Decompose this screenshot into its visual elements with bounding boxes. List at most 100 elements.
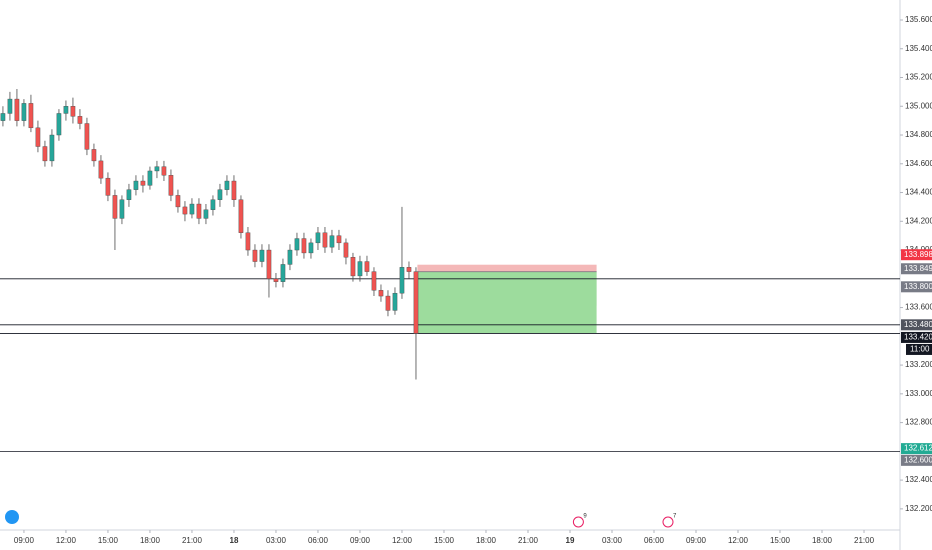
price-tag-label: 133.800 bbox=[904, 282, 932, 291]
x-tick-label: 15:00 bbox=[434, 536, 455, 545]
candle-body bbox=[21, 103, 27, 121]
y-tick-label: 133.600 bbox=[905, 303, 932, 312]
event-marker[interactable] bbox=[662, 516, 674, 528]
candle-body bbox=[49, 134, 55, 162]
candle-body bbox=[0, 113, 6, 121]
candle-body bbox=[70, 106, 76, 117]
y-tick-label: 134.400 bbox=[905, 188, 932, 197]
candle-body bbox=[105, 177, 111, 196]
candle-body bbox=[259, 249, 265, 262]
candle-body bbox=[224, 180, 230, 190]
x-tick-label: 09:00 bbox=[686, 536, 707, 545]
x-tick-label: 18:00 bbox=[812, 536, 833, 545]
event-marker[interactable] bbox=[572, 516, 584, 528]
price-tag-label: 133.480 bbox=[904, 320, 932, 329]
x-tick-label: 21:00 bbox=[518, 536, 539, 545]
candle-body bbox=[77, 116, 83, 124]
candle-body bbox=[175, 195, 181, 208]
candle-body bbox=[336, 235, 342, 244]
candle-body bbox=[210, 199, 216, 210]
candle-body bbox=[273, 278, 279, 282]
open-pnl-zone bbox=[417, 271, 597, 334]
candle-body bbox=[364, 261, 370, 272]
candle-body bbox=[287, 249, 293, 265]
candle-body bbox=[280, 264, 286, 282]
x-tick-label: 12:00 bbox=[392, 536, 413, 545]
candle-body bbox=[322, 232, 328, 248]
candle-body bbox=[147, 170, 153, 186]
y-tick-label: 133.200 bbox=[905, 360, 932, 369]
candle-body bbox=[301, 238, 307, 254]
price-tag-label: 132.612 bbox=[904, 444, 932, 453]
candle-body bbox=[84, 123, 90, 150]
candle-body bbox=[350, 257, 356, 277]
candle-body bbox=[392, 292, 398, 311]
candle-body bbox=[245, 232, 251, 251]
y-tick-label: 133.000 bbox=[905, 389, 932, 398]
candle-body bbox=[196, 203, 202, 219]
x-tick-label: 19 bbox=[566, 536, 575, 545]
y-tick-label: 134.200 bbox=[905, 216, 932, 225]
price-tag bbox=[901, 331, 932, 343]
candle-body bbox=[119, 199, 125, 219]
countdown-label: 11:00 bbox=[910, 345, 930, 354]
candle-body bbox=[413, 271, 419, 334]
candle-body bbox=[329, 235, 335, 248]
candle-body bbox=[14, 98, 20, 121]
price-tag bbox=[901, 443, 932, 455]
candle-body bbox=[308, 242, 314, 254]
candle-body bbox=[168, 175, 174, 196]
x-tick-label: 18 bbox=[230, 536, 239, 545]
logo bbox=[5, 510, 19, 524]
candle-body bbox=[385, 295, 391, 311]
price-tag bbox=[901, 263, 932, 275]
price-tag-label: 132.600 bbox=[904, 455, 932, 464]
candle-body bbox=[399, 267, 405, 294]
candle-body bbox=[154, 166, 160, 172]
x-tick-label: 21:00 bbox=[854, 536, 875, 545]
candle-body bbox=[42, 146, 48, 162]
candle-body bbox=[203, 209, 209, 219]
x-tick-label: 15:00 bbox=[770, 536, 791, 545]
candle-body bbox=[294, 238, 300, 251]
y-tick-label: 134.800 bbox=[905, 130, 932, 139]
candle-body bbox=[343, 242, 349, 258]
y-tick-label: 132.400 bbox=[905, 475, 932, 484]
x-tick-label: 03:00 bbox=[266, 536, 287, 545]
y-tick-label: 134.600 bbox=[905, 159, 932, 168]
candle-body bbox=[182, 206, 188, 215]
price-tag bbox=[901, 319, 932, 331]
candle-body bbox=[28, 103, 34, 129]
candle-body bbox=[126, 189, 132, 200]
event-label: 9 bbox=[583, 514, 587, 520]
x-tick-label: 15:00 bbox=[98, 536, 119, 545]
candle-body bbox=[7, 98, 13, 114]
candle-body bbox=[98, 160, 104, 179]
price-tag-label: 133.849 bbox=[904, 264, 932, 273]
x-tick-label: 09:00 bbox=[14, 536, 35, 545]
candle-body bbox=[161, 166, 167, 176]
x-tick-label: 12:00 bbox=[728, 536, 749, 545]
x-tick-label: 06:00 bbox=[644, 536, 665, 545]
x-tick-label: 03:00 bbox=[602, 536, 623, 545]
price-tag-label: 133.420 bbox=[904, 333, 932, 342]
candle-body bbox=[189, 203, 195, 215]
price-tag bbox=[901, 454, 932, 466]
x-tick-label: 18:00 bbox=[140, 536, 161, 545]
candle-body bbox=[266, 249, 272, 280]
x-tick-label: 06:00 bbox=[308, 536, 329, 545]
price-tag-label: 133.898 bbox=[904, 250, 932, 259]
price-tag bbox=[901, 281, 932, 293]
stop-zone bbox=[417, 264, 597, 272]
x-tick-label: 18:00 bbox=[476, 536, 497, 545]
x-tick-label: 12:00 bbox=[56, 536, 77, 545]
y-tick-label: 132.800 bbox=[905, 418, 932, 427]
candle-body bbox=[140, 180, 146, 186]
candle-body bbox=[371, 271, 377, 291]
y-tick-label: 135.200 bbox=[905, 73, 932, 82]
price-tag bbox=[901, 249, 932, 261]
candle-body bbox=[112, 195, 118, 219]
event-label: 7 bbox=[673, 514, 677, 520]
candle-body bbox=[378, 290, 384, 297]
candle-body bbox=[217, 189, 223, 200]
